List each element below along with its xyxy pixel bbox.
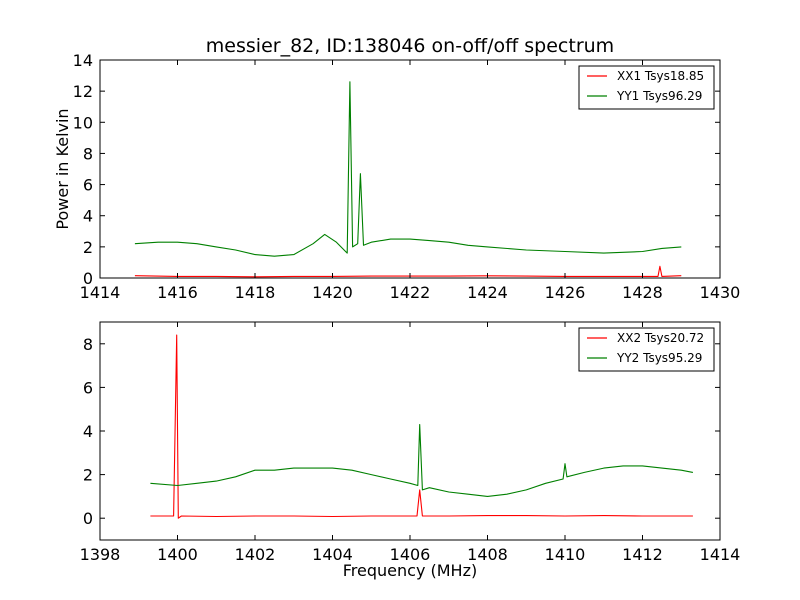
x-tick-label: 1398: [80, 545, 121, 564]
y-tick-label: 4: [83, 207, 93, 226]
bottom-spectrum-panel: Frequency (MHz) 1398 1400 1402 1404 1406 1408…: [80, 321, 741, 580]
x-tick-label: 1424: [467, 283, 508, 302]
x-tick-label: 1414: [700, 545, 741, 564]
y-tick-label: 10: [73, 113, 93, 132]
x-tick-label: 1406: [390, 545, 431, 564]
legend-label-yy1: YY1 Tsys96.29: [616, 89, 702, 103]
legend-label-xx1: XX1 Tsys18.85: [617, 69, 704, 83]
x-axis-label: Frequency (MHz): [343, 561, 477, 580]
x-tick-label: 1408: [467, 545, 508, 564]
y-axis-label: Power in Kelvin: [53, 108, 72, 229]
series-line-xx2: [150, 334, 693, 519]
y-tick-label: 0: [83, 509, 93, 528]
y-tick-label: 14: [73, 51, 93, 70]
top-legend: XX1 Tsys18.85 YY1 Tsys96.29: [578, 65, 715, 110]
top-axis-ticks: 1414 1416 1418 1420 1422 1424 1426 1428 1430 0 2 4 6…: [73, 51, 741, 302]
x-tick-label: 1418: [235, 283, 276, 302]
y-tick-label: 0: [83, 269, 93, 288]
x-tick-label: 1428: [622, 283, 663, 302]
series-line-yy2: [150, 423, 694, 497]
legend-box: [578, 65, 715, 110]
bottom-series-group: [150, 334, 694, 519]
x-tick-label: 1404: [312, 545, 353, 564]
legend-box: [578, 327, 715, 372]
y-tick-label: 8: [83, 144, 93, 163]
bottom-axis-ticks: 1398 1400 1402 1404 1406 1408 1410 1412 1414 0 2 4 6…: [80, 322, 741, 564]
chart-title: messier_82, ID:138046 on-off/off spectru…: [206, 35, 614, 57]
x-tick-label: 1416: [157, 283, 198, 302]
y-tick-label: 6: [83, 378, 93, 397]
bottom-plot-frame: [99, 321, 721, 541]
series-line-yy1: [134, 81, 682, 257]
legend-label-yy2: YY2 Tsys95.29: [616, 351, 702, 365]
x-tick-label: 1400: [157, 545, 198, 564]
top-series-group: [134, 81, 682, 278]
y-tick-label: 6: [83, 176, 93, 195]
x-tick-label: 1412: [622, 545, 663, 564]
x-tick-label: 1420: [312, 283, 353, 302]
y-tick-label: 12: [73, 82, 93, 101]
x-tick-label: 1430: [700, 283, 741, 302]
y-tick-label: 2: [83, 466, 93, 485]
top-spectrum-panel: messier_82, ID:138046 on-off/off spectru…: [53, 35, 740, 302]
bottom-legend: XX2 Tsys20.72 YY2 Tsys95.29: [578, 327, 715, 372]
legend-label-xx2: XX2 Tsys20.72: [617, 331, 704, 345]
y-tick-label: 2: [83, 238, 93, 257]
x-tick-label: 1426: [545, 283, 586, 302]
series-line-xx1: [134, 265, 682, 278]
x-tick-label: 1402: [235, 545, 276, 564]
top-plot-frame: [99, 59, 721, 279]
y-tick-label: 4: [83, 422, 93, 441]
x-tick-label: 1414: [80, 283, 121, 302]
y-tick-label: 8: [83, 335, 93, 354]
x-tick-label: 1422: [390, 283, 431, 302]
x-tick-label: 1410: [545, 545, 586, 564]
